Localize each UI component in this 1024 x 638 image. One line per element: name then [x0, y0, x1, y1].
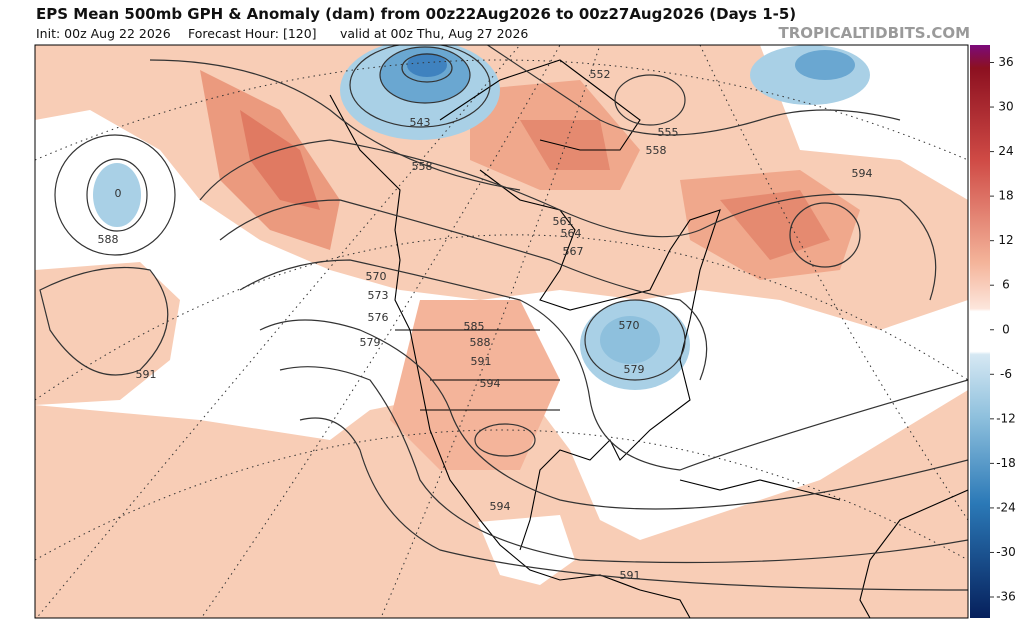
colorbar-tick-label: 6 — [1002, 278, 1010, 292]
valid-time: valid at 00z Thu, Aug 27 2026 — [340, 26, 528, 41]
contour-label: 561 — [553, 215, 574, 228]
forecast-hour: Forecast Hour: [120] — [188, 26, 317, 41]
contour-label: 558 — [646, 144, 667, 157]
map: 543 552 555 558 558 594 561 564 567 570 … — [35, 45, 968, 618]
colorbar-tick-label: 0 — [1002, 322, 1010, 336]
contour-label: 594 — [490, 500, 511, 513]
colorbar-tick-label: -30 — [996, 545, 1016, 559]
contour-label: 570 — [619, 319, 640, 332]
contour-label: 564 — [561, 227, 582, 240]
colorbar — [970, 45, 990, 618]
colorbar-tick-label: 18 — [998, 189, 1013, 203]
anomaly-shading — [35, 45, 968, 618]
contour-label: 552 — [590, 68, 611, 81]
height-contours — [39, 45, 968, 591]
colorbar-tick-label: 24 — [998, 144, 1013, 158]
colorbar-tick-label: 12 — [998, 233, 1013, 247]
contour-labels: 543 552 555 558 558 594 561 564 567 570 … — [98, 68, 873, 582]
colorbar-tick-label: -36 — [996, 590, 1016, 604]
graticule — [35, 45, 968, 618]
init: Init: 00z Aug 22 2026 — [36, 26, 171, 41]
contour-label: 579 — [624, 363, 645, 376]
colorbar-tick-label: -12 — [996, 411, 1016, 425]
contour-label: 567 — [563, 245, 584, 258]
contour-label: 591 — [620, 569, 641, 582]
contour-label: 594 — [852, 167, 873, 180]
colorbar-tick-label: -24 — [996, 500, 1016, 514]
contour-label: 594 — [480, 377, 501, 390]
contour-label: 588 — [470, 336, 491, 349]
contour-label: 555 — [658, 126, 679, 139]
contour-label: 591 — [136, 368, 157, 381]
colorbar-tick-label: -18 — [996, 456, 1016, 470]
colorbar-tick-label: -6 — [1000, 367, 1012, 381]
contour-label: 558 — [412, 160, 433, 173]
colorbar-tick-label: 36 — [998, 55, 1013, 69]
colorbar-tick-label: 30 — [998, 100, 1013, 114]
contour-label: 570 — [366, 270, 387, 283]
watermark: TROPICALTIDBITS.COM — [779, 24, 971, 42]
title: EPS Mean 500mb GPH & Anomaly (dam) from … — [36, 5, 796, 23]
contour-label: 573 — [368, 289, 389, 302]
coastline — [329, 59, 968, 618]
contour-label: 576 — [368, 311, 389, 324]
contour-label: 0 — [115, 187, 122, 200]
contour-label: 585 — [464, 320, 485, 333]
contour-label: 591 — [471, 355, 492, 368]
contour-label: 579 — [360, 336, 381, 349]
contour-label: 543 — [410, 116, 431, 129]
colorbar-ticks: 36 30 24 18 12 6 0 -6 -12 -18 -24 -30 -36 — [990, 55, 1016, 604]
map-frame — [34, 44, 969, 619]
contour-label: 588 — [98, 233, 119, 246]
